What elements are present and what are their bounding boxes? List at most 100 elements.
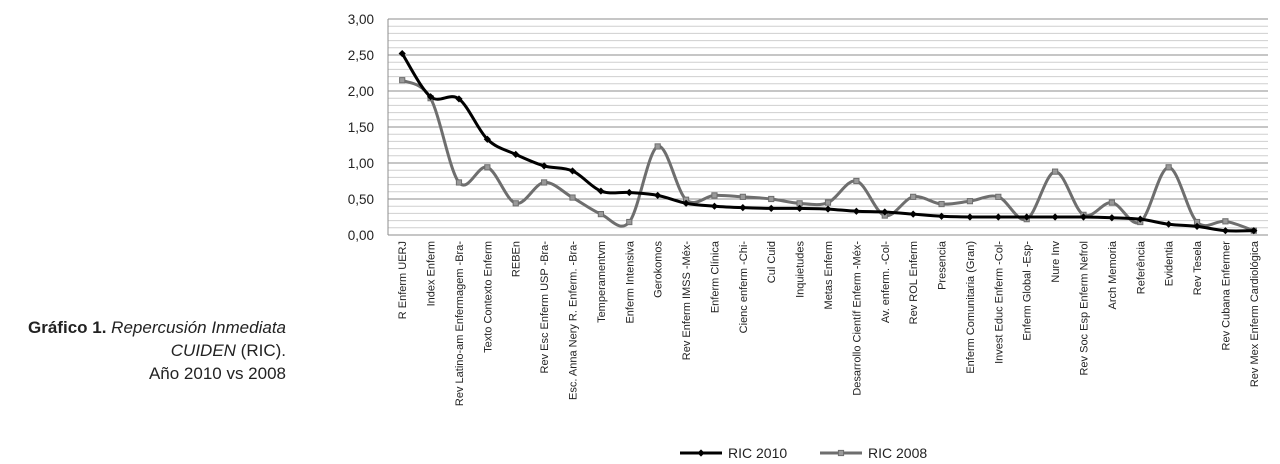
data-point [937, 212, 946, 220]
data-point [626, 218, 633, 226]
data-point [739, 204, 747, 212]
data-point [483, 135, 491, 143]
x-tick-label: Rev Esc Enferm USP -Bra- [539, 241, 551, 374]
x-tick-label: Texto Contexto Enferm [482, 241, 494, 353]
data-point [938, 200, 945, 208]
data-point [966, 213, 974, 221]
data-point [484, 164, 491, 171]
chart-caption: Gráfico 1. Repercusión Inmediata CUIDEN … [10, 316, 286, 385]
y-tick-label: 2,50 [348, 48, 374, 63]
x-tick-label: Cul Cuid [766, 241, 778, 283]
x-tick-label: Arch Memoria [1107, 240, 1119, 309]
x-tick-label: Nure Inv [1050, 241, 1062, 283]
legend-marker [837, 449, 845, 457]
data-point [1221, 227, 1230, 235]
data-point [796, 204, 804, 212]
data-point [768, 195, 775, 203]
x-tick-label: R Enferm UERJ [397, 241, 409, 319]
x-tick-label: Rev ROL Enferm [908, 241, 920, 324]
data-point [1108, 214, 1116, 222]
data-point [569, 194, 576, 201]
series-ric-2008 [399, 77, 1257, 234]
data-point [994, 213, 1002, 221]
data-point [909, 210, 917, 218]
data-point [1136, 215, 1144, 223]
x-tick-label: Rev Tesela [1192, 240, 1204, 295]
data-point [540, 162, 548, 170]
x-tick-label: Rev Soc Esp Enferm Nefrol [1078, 241, 1090, 376]
data-point [455, 179, 463, 186]
data-point [767, 204, 775, 212]
data-point [625, 188, 633, 197]
x-tick-label: Gerokomos [653, 241, 665, 298]
data-point [853, 177, 860, 185]
x-tick-label: Rev Latino-am Enfermagem -Bra- [454, 241, 466, 406]
data-point [710, 202, 719, 210]
data-point [1193, 222, 1201, 230]
data-point [739, 193, 746, 200]
x-tick-label: Enferm Clínica [709, 240, 721, 313]
data-point [1108, 199, 1115, 206]
caption-label: Gráfico 1. [28, 318, 107, 337]
caption-title: Repercusión Inmediata CUIDEN [111, 318, 286, 360]
x-tick-label: Esc. Anna Nery R. Enferm. -Bra- [568, 241, 580, 400]
data-point [824, 199, 832, 206]
data-point [995, 193, 1002, 200]
data-point [711, 192, 718, 199]
x-tick-label: Invest Educ Enferm -Col- [993, 241, 1005, 364]
x-tick-label: Rev Cubana Enfermer [1220, 241, 1232, 351]
data-point [1165, 220, 1173, 228]
data-point [399, 77, 406, 84]
data-point [398, 49, 406, 58]
data-point [597, 211, 605, 218]
data-point [568, 167, 577, 175]
x-tick-label: Referência [1135, 240, 1147, 294]
data-point [1051, 213, 1059, 221]
data-point [824, 205, 832, 213]
data-point [1023, 213, 1031, 221]
data-point [1250, 227, 1258, 235]
y-tick-label: 0,50 [348, 192, 374, 207]
x-tick-label: Presencia [937, 240, 949, 290]
x-tick-label: Av. enferm. -Col- [880, 241, 892, 323]
x-tick-label: REBEn [511, 241, 523, 277]
series-group [398, 49, 1258, 235]
caption-year-line: Año 2010 vs 2008 [148, 364, 286, 383]
data-point [426, 93, 435, 101]
data-point [512, 200, 519, 207]
data-point [852, 207, 860, 215]
data-point [654, 191, 662, 199]
data-point [682, 199, 690, 207]
data-point [881, 208, 889, 216]
x-tick-label: Enferm Intensiva [624, 240, 636, 323]
x-axis-ticks: R Enferm UERJ Index Enferm Rev Latino-am E… [397, 240, 1261, 406]
data-point [1079, 213, 1088, 221]
legend-item: RIC 2008 [820, 445, 927, 461]
y-tick-label: 1,50 [348, 120, 374, 135]
data-point [1165, 164, 1172, 171]
x-tick-label: Evidentia [1164, 240, 1176, 286]
gridlines [388, 18, 1268, 236]
series-ric-2010 [398, 49, 1258, 235]
x-tick-label: Rev Mex Enferm Cardiológica [1249, 240, 1261, 387]
x-tick-label: Inquietudes [795, 241, 807, 298]
data-point [455, 95, 463, 103]
caption-tail: (RIC). [240, 341, 286, 360]
x-tick-label: Enferm Global -Esp- [1022, 241, 1034, 341]
axes [387, 19, 1268, 236]
data-point [1051, 168, 1059, 175]
x-tick-label: Cienc enferm -Chi- [738, 241, 750, 334]
data-point [1222, 218, 1229, 225]
legend: RIC 2010 RIC 2008 [680, 445, 927, 461]
legend-marker [697, 449, 705, 457]
y-tick-label: 0,00 [348, 228, 374, 243]
x-tick-label: Temperamentvm [596, 241, 608, 323]
x-tick-label: Rev Enferm IMSS -Méx- [681, 241, 693, 361]
y-tick-label: 3,00 [348, 12, 374, 27]
data-point [541, 179, 548, 186]
x-tick-label: Metas Enferm [823, 241, 835, 309]
x-tick-label: Index Enferm [426, 241, 438, 306]
data-point [512, 150, 520, 158]
legend-label: RIC 2008 [868, 445, 927, 461]
